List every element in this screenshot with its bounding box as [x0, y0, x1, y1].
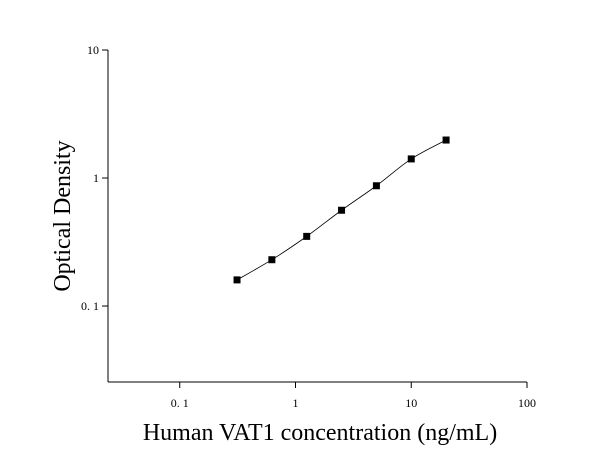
point: [268, 256, 276, 264]
point: [442, 136, 450, 144]
y-tick-label: 0. 1: [81, 299, 99, 313]
point: [303, 232, 311, 240]
point: [407, 155, 415, 163]
point: [338, 206, 346, 214]
x-tick-label: 1: [292, 396, 298, 410]
x-tick-label: 0. 1: [171, 396, 189, 410]
y-axis-title: Optical Density: [50, 140, 76, 291]
point: [233, 276, 241, 284]
y-tick-label: 1: [93, 171, 99, 185]
point: [372, 182, 380, 190]
x-tick-label: 10: [405, 396, 417, 410]
y-tick-label: 10: [87, 43, 99, 57]
x-axis-title: Human VAT1 concentration (ng/mL): [143, 420, 497, 446]
x-tick-label: 100: [518, 396, 536, 410]
